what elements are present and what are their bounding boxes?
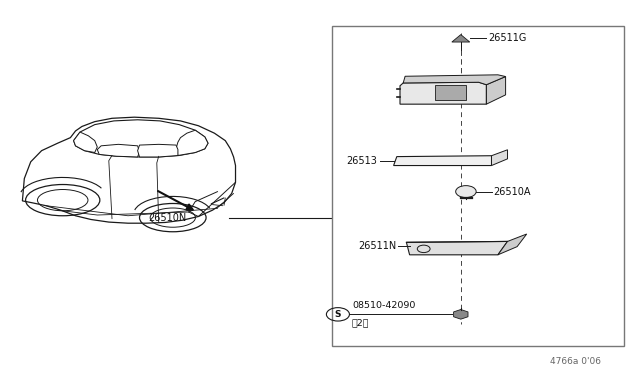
Polygon shape — [454, 310, 468, 319]
Polygon shape — [452, 35, 470, 42]
Polygon shape — [498, 234, 527, 255]
Text: 26511N: 26511N — [358, 241, 396, 251]
Text: 26511G: 26511G — [488, 33, 527, 43]
Polygon shape — [97, 144, 140, 157]
Text: 26510N: 26510N — [148, 213, 187, 222]
Polygon shape — [486, 77, 506, 104]
Text: （2）: （2） — [352, 318, 369, 327]
Polygon shape — [394, 156, 492, 166]
Polygon shape — [138, 144, 178, 157]
Circle shape — [456, 186, 476, 198]
Polygon shape — [403, 75, 506, 85]
Polygon shape — [22, 117, 236, 223]
Polygon shape — [74, 120, 208, 157]
Text: 08510-42090: 08510-42090 — [352, 301, 415, 310]
Text: S: S — [335, 310, 341, 319]
Polygon shape — [400, 82, 486, 104]
Text: 26510A: 26510A — [493, 187, 531, 196]
Polygon shape — [406, 241, 508, 255]
Bar — [332, 26, 624, 346]
Bar — [435, 85, 466, 100]
Polygon shape — [176, 130, 208, 155]
Text: 4766a 0'06: 4766a 0'06 — [550, 357, 602, 366]
Text: 26513: 26513 — [347, 155, 378, 166]
Polygon shape — [492, 150, 508, 166]
Polygon shape — [74, 132, 97, 153]
